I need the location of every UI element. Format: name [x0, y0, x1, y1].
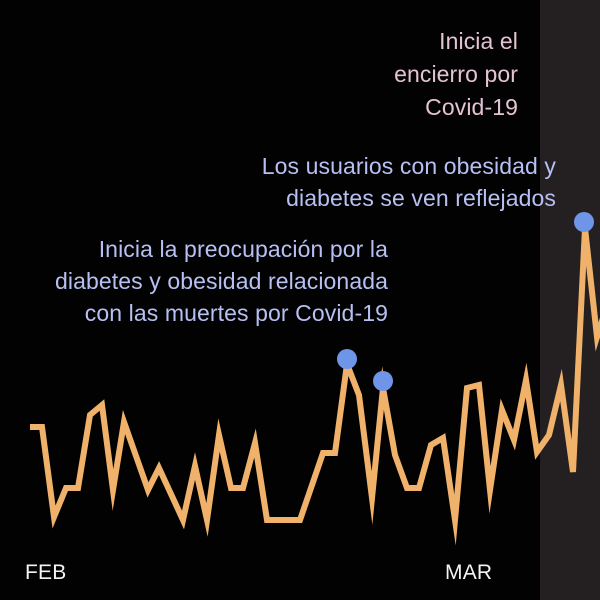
annotation-concern-line-1: Inicia la preocupación por la [98, 236, 388, 262]
annotation-users-line-2: diabetes se ven reflejados [286, 185, 556, 211]
annotation-lockdown: Inicia el encierro por Covid-19 [394, 25, 518, 124]
highlight-markers [337, 212, 594, 391]
annotation-users-line-1: Los usuarios con obesidad y [261, 153, 556, 179]
x-axis-label-mar: MAR [445, 561, 493, 584]
highlight-marker-2 [373, 371, 393, 391]
annotation-concern-start: Inicia la preocupación por la diabetes y… [55, 233, 388, 329]
annotation-users-reflected: Los usuarios con obesidad y diabetes se … [262, 150, 556, 214]
annotation-lockdown-line-1: Inicia el [439, 28, 518, 54]
annotation-lockdown-line-3: Covid-19 [425, 94, 518, 120]
annotation-concern-line-3: con las muertes por Covid-19 [84, 300, 388, 326]
annotation-concern-line-2: diabetes y obesidad relacionada [54, 268, 388, 294]
highlight-marker-1 [337, 349, 357, 369]
highlight-marker-3 [574, 212, 594, 232]
x-axis-label-feb: FEB [25, 561, 67, 584]
annotation-lockdown-line-2: encierro por [394, 61, 518, 87]
